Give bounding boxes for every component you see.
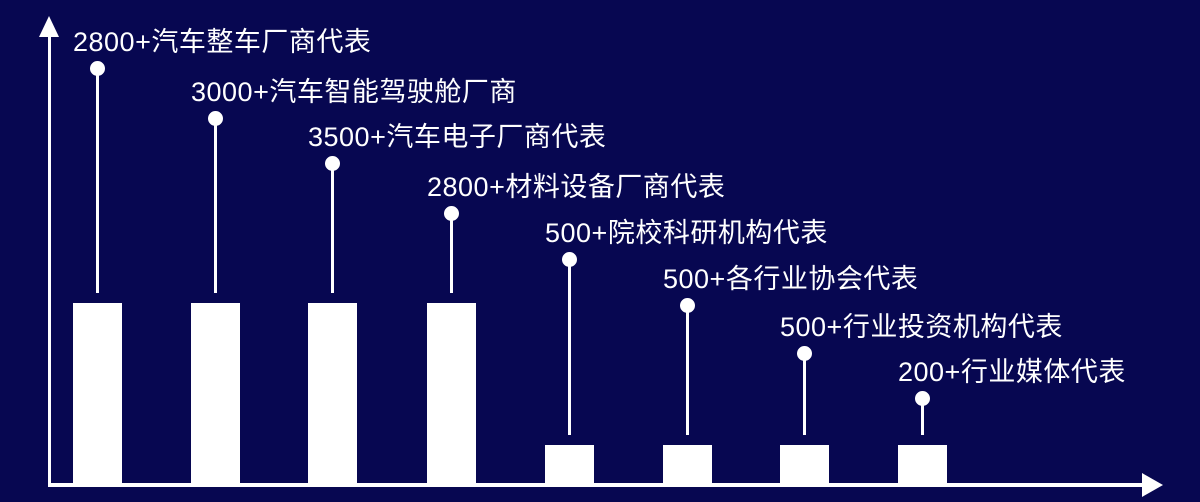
x-axis-line (48, 483, 1142, 487)
y-axis-arrow-icon (39, 16, 59, 37)
bar-value-label: 500+院校科研机构代表 (545, 218, 828, 248)
data-point-dot (90, 60, 105, 76)
data-point-dot (444, 205, 459, 221)
bar (898, 445, 947, 483)
stem-line (686, 311, 689, 435)
data-point-dot (208, 110, 223, 126)
data-point-dot (680, 297, 695, 313)
bar-value-label: 500+行业投资机构代表 (780, 312, 1063, 342)
bar (308, 303, 357, 483)
stem-line (450, 219, 453, 293)
data-point-dot (325, 155, 340, 171)
stem-line (96, 74, 99, 293)
bar (73, 303, 122, 483)
bar-value-label: 2800+材料设备厂商代表 (427, 172, 726, 202)
data-point-dot (915, 390, 930, 406)
bar (545, 445, 594, 483)
bar (191, 303, 240, 483)
x-axis-arrow-icon (1142, 473, 1163, 497)
bar-value-label: 200+行业媒体代表 (898, 357, 1126, 387)
stem-line (921, 404, 924, 435)
data-point-dot (797, 345, 812, 361)
stem-line (214, 124, 217, 293)
bar-value-label: 3000+汽车智能驾驶舱厂商 (191, 77, 517, 107)
bar-value-label: 500+各行业协会代表 (663, 264, 919, 294)
bar-value-label: 3500+汽车电子厂商代表 (308, 122, 607, 152)
data-point-dot (562, 251, 577, 267)
bar (780, 445, 829, 483)
bar (427, 303, 476, 483)
stem-line (331, 169, 334, 293)
bar-value-label: 2800+汽车整车厂商代表 (73, 27, 372, 57)
bar (663, 445, 712, 483)
stem-line (803, 359, 806, 435)
y-axis-line (48, 36, 51, 486)
stem-line (568, 265, 571, 435)
